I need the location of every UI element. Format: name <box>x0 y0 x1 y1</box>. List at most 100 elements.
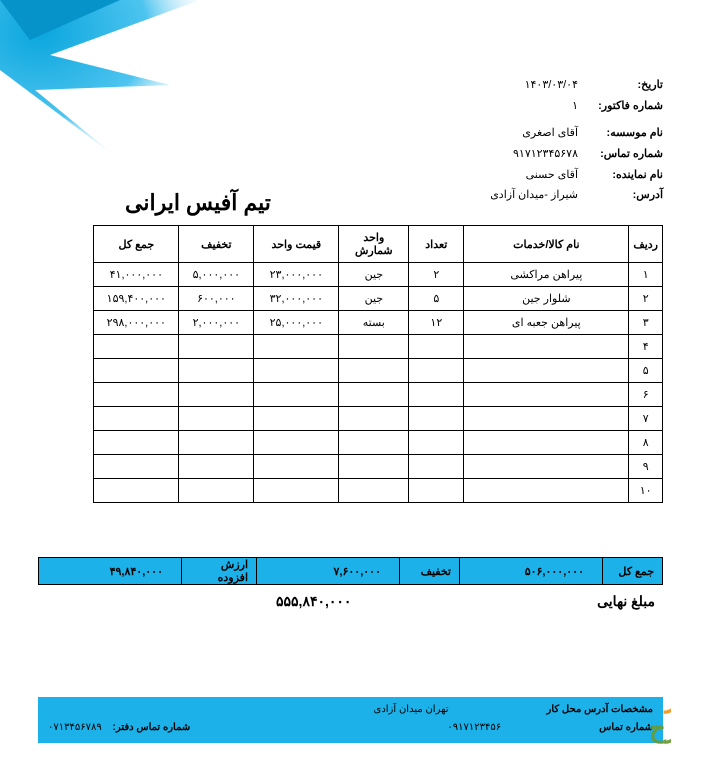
cell-total <box>94 455 179 479</box>
invoice-no-value: ۱ <box>572 96 578 117</box>
watermark-line1: بازار <box>663 684 671 714</box>
org-label: نام موسسه: <box>598 123 663 144</box>
cell-price <box>254 479 339 503</box>
discount-value: ۷,۶۰۰,۰۰۰ <box>256 558 399 584</box>
th-name: نام کالا/خدمات <box>464 226 629 263</box>
footer-addr-label: مشخصات آدرس محل کار <box>547 704 654 715</box>
cell-total: ۲۹۸,۰۰۰,۰۰۰ <box>94 311 179 335</box>
cell-discount: ۶۰۰,۰۰۰ <box>179 287 254 311</box>
cell-idx: ۱ <box>629 263 663 287</box>
table-row: ۳پیراهن جعبه ای۱۲بسته۲۵,۰۰۰,۰۰۰۲,۰۰۰,۰۰۰… <box>94 311 663 335</box>
cell-discount: ۵,۰۰۰,۰۰۰ <box>179 263 254 287</box>
cell-discount <box>179 455 254 479</box>
footer-office-phone-value: ۰۷۱۳۴۵۶۷۸۹ <box>48 722 102 733</box>
cell-price: ۲۵,۰۰۰,۰۰۰ <box>254 311 339 335</box>
th-price: قیمت واحد <box>254 226 339 263</box>
cell-name <box>464 479 629 503</box>
cell-price <box>254 335 339 359</box>
cell-idx: ۳ <box>629 311 663 335</box>
cell-discount <box>179 335 254 359</box>
rep-label: نام نماینده: <box>598 165 663 186</box>
company-title: تیم آفیس ایرانی <box>125 190 271 216</box>
cell-idx: ۸ <box>629 431 663 455</box>
cell-price <box>254 455 339 479</box>
subtotal-label: جمع کل <box>602 558 662 584</box>
contact-no-value: ۹۱۷۱۲۳۴۵۶۷۸ <box>513 144 578 165</box>
cell-price <box>254 407 339 431</box>
table-row: ۱پیراهن مراکشی۲جین۲۳,۰۰۰,۰۰۰۵,۰۰۰,۰۰۰۴۱,… <box>94 263 663 287</box>
cell-unit <box>339 335 409 359</box>
cell-qty <box>409 335 464 359</box>
totals-bar: جمع کل ۵۰۶,۰۰۰,۰۰۰ تخفیف ۷,۶۰۰,۰۰۰ ارزش … <box>38 557 663 585</box>
final-row: مبلغ نهایی ۵۵۵,۸۴۰,۰۰۰ <box>38 593 663 610</box>
invoice-table: ردیف نام کالا/خدمات تعداد واحد شمارش قیم… <box>93 225 663 503</box>
cell-qty <box>409 383 464 407</box>
vat-value: ۴۹,۸۴۰,۰۰۰ <box>39 558 181 584</box>
table-row: ۲شلوار جین۵جین۳۲,۰۰۰,۰۰۰۶۰۰,۰۰۰۱۵۹,۴۰۰,۰… <box>94 287 663 311</box>
cell-idx: ۹ <box>629 455 663 479</box>
table-row: ۸ <box>94 431 663 455</box>
cell-name <box>464 455 629 479</box>
footer-phone-value: ۰۹۱۷۱۲۳۴۵۶ <box>447 719 501 737</box>
cell-idx: ۲ <box>629 287 663 311</box>
totals-section: جمع کل ۵۰۶,۰۰۰,۰۰۰ تخفیف ۷,۶۰۰,۰۰۰ ارزش … <box>38 557 663 610</box>
cell-unit <box>339 383 409 407</box>
cell-unit: جین <box>339 287 409 311</box>
footer-band: مشخصات آدرس محل کار تهران میدان آزادی شم… <box>38 697 663 743</box>
table-row: ۵ <box>94 359 663 383</box>
cell-qty <box>409 359 464 383</box>
cell-idx: ۶ <box>629 383 663 407</box>
cell-total <box>94 407 179 431</box>
cell-name <box>464 383 629 407</box>
th-total: جمع کل <box>94 226 179 263</box>
cell-total <box>94 383 179 407</box>
cell-total <box>94 431 179 455</box>
th-unit: واحد شمارش <box>339 226 409 263</box>
table-row: ۶ <box>94 383 663 407</box>
cell-name: شلوار جین <box>464 287 629 311</box>
cell-idx: ۱۰ <box>629 479 663 503</box>
discount-label: تخفیف <box>399 558 459 584</box>
cell-unit <box>339 359 409 383</box>
th-qty: تعداد <box>409 226 464 263</box>
cell-name <box>464 335 629 359</box>
cell-total <box>94 359 179 383</box>
th-idx: ردیف <box>629 226 663 263</box>
cell-qty: ۲ <box>409 263 464 287</box>
cell-discount: ۲,۰۰۰,۰۰۰ <box>179 311 254 335</box>
cell-qty: ۵ <box>409 287 464 311</box>
table-row: ۹ <box>94 455 663 479</box>
final-label: مبلغ نهایی <box>597 593 655 610</box>
cell-qty <box>409 455 464 479</box>
invoice-page: تاریخ: ۱۴۰۳/۰۳/۰۴ شماره فاکتور: ۱ نام مو… <box>0 0 701 773</box>
footer-office-phone-label: شماره تماس دفتر: <box>113 722 191 733</box>
cell-price: ۳۲,۰۰۰,۰۰۰ <box>254 287 339 311</box>
cell-unit: جین <box>339 263 409 287</box>
corner-graphic <box>0 0 200 200</box>
cell-qty <box>409 407 464 431</box>
subtotal-value: ۵۰۶,۰۰۰,۰۰۰ <box>459 558 602 584</box>
final-value: ۵۵۵,۸۴۰,۰۰۰ <box>276 593 351 610</box>
cell-price <box>254 431 339 455</box>
table-header-row: ردیف نام کالا/خدمات تعداد واحد شمارش قیم… <box>94 226 663 263</box>
cell-total: ۴۱,۰۰۰,۰۰۰ <box>94 263 179 287</box>
cell-unit <box>339 407 409 431</box>
th-discount: تخفیف <box>179 226 254 263</box>
date-value: ۱۴۰۳/۰۳/۰۴ <box>525 75 578 96</box>
cell-unit <box>339 479 409 503</box>
cell-unit <box>339 455 409 479</box>
cell-name <box>464 407 629 431</box>
cell-name <box>464 359 629 383</box>
cell-idx: ۵ <box>629 359 663 383</box>
address-label: آدرس: <box>598 185 663 206</box>
org-value: آقای اصغری <box>522 123 578 144</box>
cell-discount <box>179 407 254 431</box>
cell-idx: ۷ <box>629 407 663 431</box>
cell-qty: ۱۲ <box>409 311 464 335</box>
cell-discount <box>179 383 254 407</box>
cell-discount <box>179 431 254 455</box>
cell-total: ۱۵۹,۴۰۰,۰۰۰ <box>94 287 179 311</box>
cell-discount <box>179 479 254 503</box>
contact-no-label: شماره تماس: <box>598 144 663 165</box>
table-row: ۴ <box>94 335 663 359</box>
